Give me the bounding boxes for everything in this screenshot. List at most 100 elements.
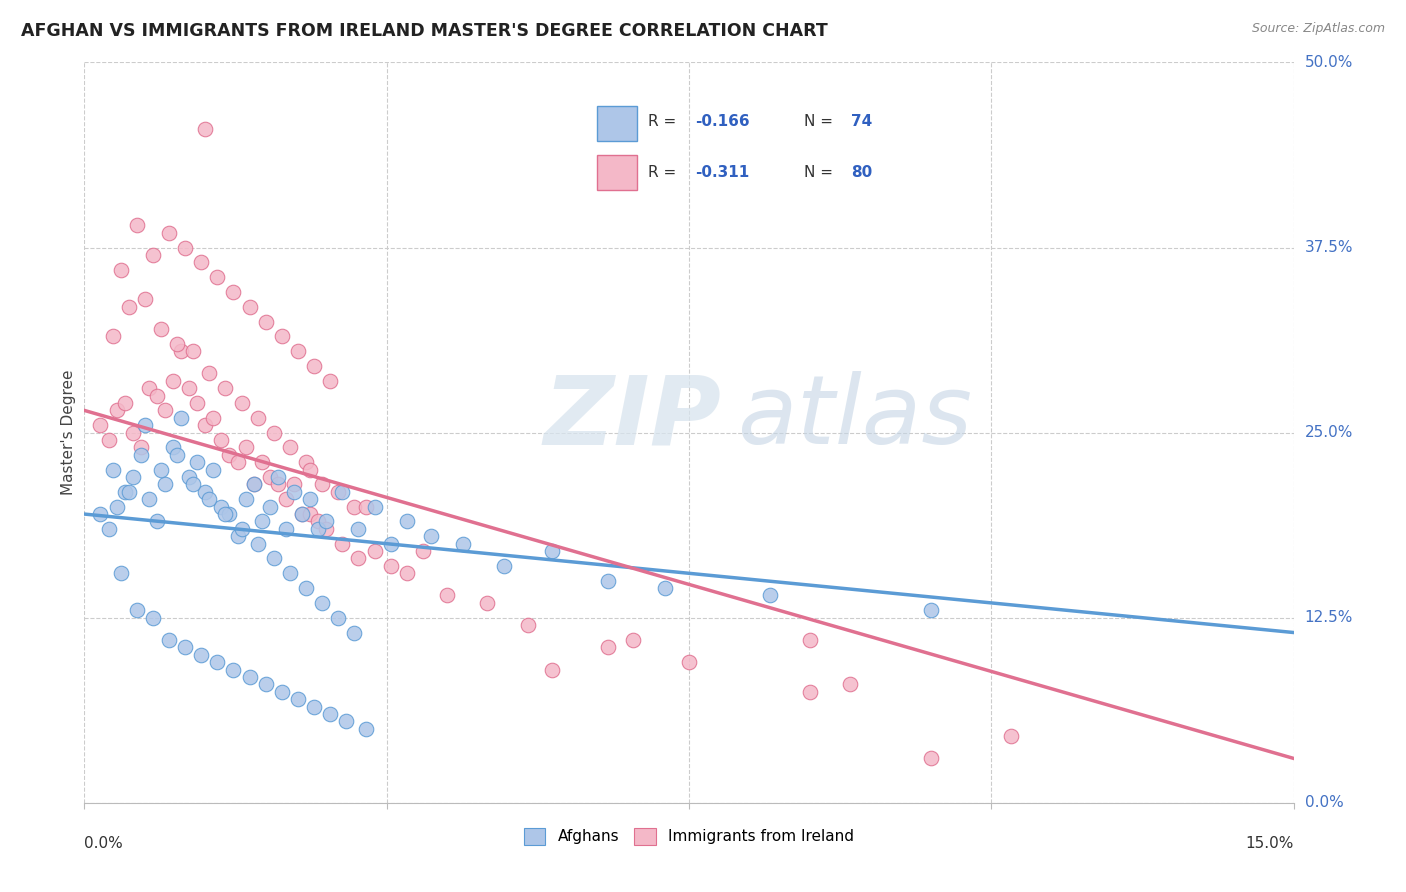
Point — [235, 492, 257, 507]
Point — [121, 470, 143, 484]
Point — [190, 648, 212, 662]
Point — [89, 507, 111, 521]
Point — [363, 544, 385, 558]
Point — [291, 507, 314, 521]
Point — [516, 618, 538, 632]
Point — [347, 551, 370, 566]
Point — [190, 255, 212, 269]
Point — [302, 699, 325, 714]
Point — [302, 359, 325, 373]
Point — [363, 500, 385, 514]
Point — [283, 477, 305, 491]
Point — [134, 418, 156, 433]
Point — [239, 300, 262, 314]
Point — [356, 500, 378, 514]
Point — [202, 462, 225, 476]
Point — [330, 536, 353, 550]
Point — [254, 677, 277, 691]
Point — [335, 714, 357, 729]
Point — [654, 581, 676, 595]
Point — [1000, 729, 1022, 743]
Point — [328, 610, 350, 624]
Point — [436, 589, 458, 603]
Point — [343, 500, 366, 514]
Point — [380, 558, 402, 573]
Point — [347, 522, 370, 536]
Point — [246, 410, 269, 425]
Point — [299, 492, 322, 507]
Point — [319, 374, 342, 388]
Point — [250, 515, 273, 529]
Point — [202, 410, 225, 425]
Point — [274, 522, 297, 536]
Point — [319, 706, 342, 721]
Point — [105, 403, 128, 417]
Point — [138, 492, 160, 507]
Point — [142, 248, 165, 262]
Point — [174, 640, 197, 655]
Point — [235, 441, 257, 455]
Point — [799, 632, 821, 647]
Point — [492, 558, 515, 573]
Point — [380, 536, 402, 550]
Point — [194, 418, 217, 433]
Point — [153, 403, 176, 417]
Point — [315, 522, 337, 536]
Point — [170, 410, 193, 425]
Point — [207, 655, 229, 669]
Point — [395, 566, 418, 581]
Point — [181, 477, 204, 491]
Point — [598, 640, 620, 655]
Point — [259, 500, 281, 514]
Point — [110, 262, 132, 277]
Legend: Afghans, Immigrants from Ireland: Afghans, Immigrants from Ireland — [517, 822, 860, 851]
Point — [194, 484, 217, 499]
Point — [209, 433, 232, 447]
Point — [242, 477, 264, 491]
Point — [299, 507, 322, 521]
Point — [218, 507, 240, 521]
Point — [194, 122, 217, 136]
Point — [839, 677, 862, 691]
Point — [118, 484, 141, 499]
Text: 15.0%: 15.0% — [1246, 836, 1294, 851]
Point — [118, 300, 141, 314]
Point — [330, 484, 353, 499]
Point — [263, 551, 285, 566]
Point — [214, 507, 236, 521]
Point — [134, 293, 156, 307]
Point — [920, 751, 942, 765]
Point — [170, 344, 193, 359]
Point — [226, 455, 249, 469]
Point — [142, 610, 165, 624]
Text: 0.0%: 0.0% — [84, 836, 124, 851]
Point — [315, 515, 337, 529]
Point — [295, 455, 318, 469]
Point — [209, 500, 232, 514]
Text: 50.0%: 50.0% — [1305, 55, 1353, 70]
Point — [477, 596, 499, 610]
Point — [181, 344, 204, 359]
Text: 37.5%: 37.5% — [1305, 240, 1353, 255]
Point — [246, 536, 269, 550]
Point — [198, 367, 221, 381]
Point — [222, 663, 245, 677]
Text: atlas: atlas — [737, 371, 973, 465]
Point — [166, 448, 188, 462]
Point — [343, 625, 366, 640]
Point — [920, 603, 942, 617]
Point — [356, 722, 378, 736]
Point — [157, 226, 180, 240]
Point — [758, 589, 780, 603]
Point — [198, 492, 221, 507]
Point — [125, 603, 148, 617]
Point — [287, 692, 309, 706]
Point — [110, 566, 132, 581]
Point — [101, 462, 124, 476]
Point — [263, 425, 285, 440]
Point — [149, 322, 172, 336]
Point — [174, 240, 197, 255]
Point — [114, 484, 136, 499]
Point — [97, 433, 120, 447]
Point — [598, 574, 620, 588]
